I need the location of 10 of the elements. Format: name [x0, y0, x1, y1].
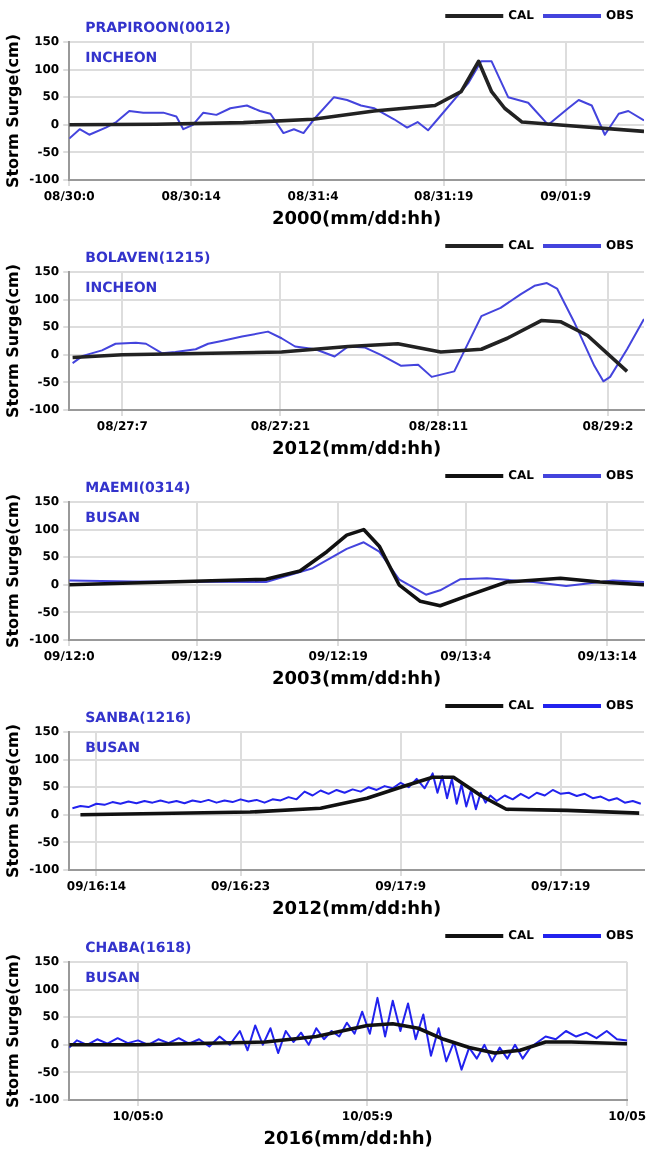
x-axis-title: 2012(mm/dd:hh) — [271, 899, 442, 920]
y-axis-title: Storm Surge(cm) — [3, 263, 22, 419]
y-axis-title: Storm Surge(cm) — [3, 723, 22, 879]
y-axis-title: Storm Surge(cm) — [3, 953, 22, 1109]
x-axis-title: 2000(mm/dd:hh) — [271, 209, 442, 230]
x-axis-title: 2012(mm/dd:hh) — [271, 439, 442, 460]
x-axis-title: 2003(mm/dd:hh) — [271, 669, 442, 690]
y-axis-title: Storm Surge(cm) — [3, 33, 22, 189]
x-axis-title: 2016(mm/dd:hh) — [263, 1129, 433, 1150]
y-axis-title: Storm Surge(cm) — [3, 493, 22, 649]
